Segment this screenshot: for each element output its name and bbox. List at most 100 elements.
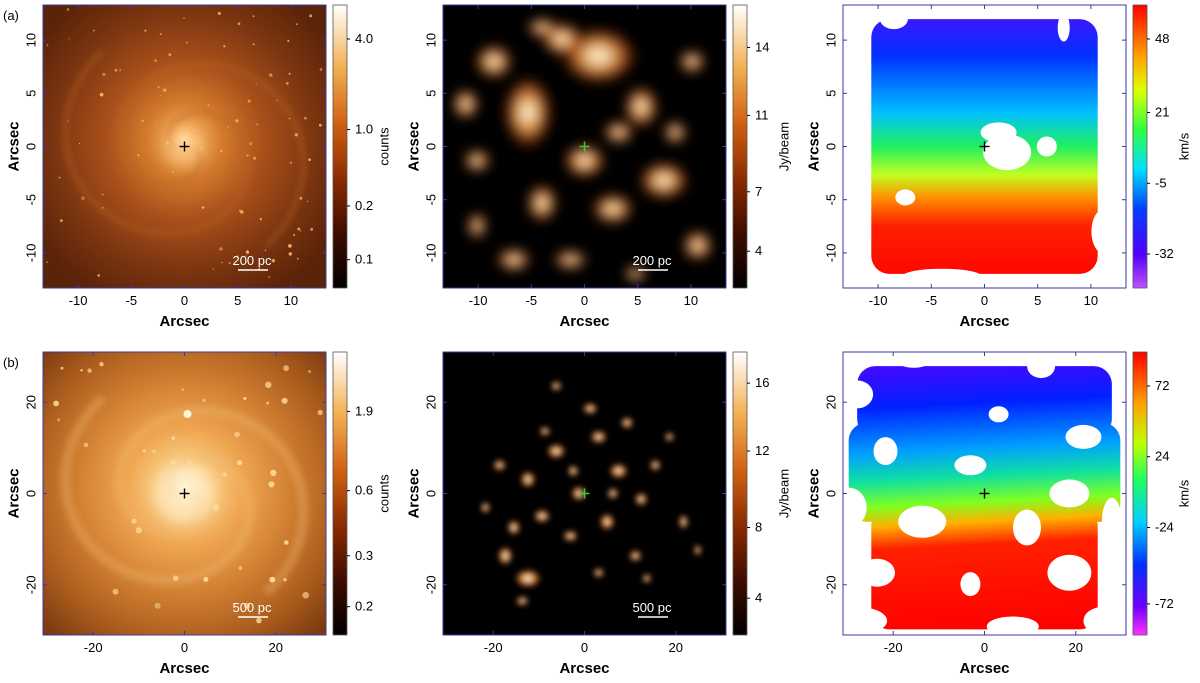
star-point [308, 370, 311, 373]
emission-clump [526, 17, 558, 38]
x-tick-label: -5 [526, 293, 538, 308]
colorbar [1132, 351, 1148, 636]
y-tick-label: -5 [824, 194, 839, 206]
star-point [58, 176, 61, 179]
star-point [220, 149, 223, 153]
emission-clump [649, 459, 662, 472]
colorbar-tick-label: 72 [1155, 378, 1169, 393]
y-tick-label: -20 [24, 575, 39, 594]
x-tick-label: 5 [234, 293, 241, 308]
row-label: (b) [3, 355, 19, 370]
emission-clump [599, 512, 616, 531]
panel-intensity: -10 -5 0 5 10 10 5 0 -5 -10 Arcsec Arcsec 200 pc 14 11… [406, 4, 792, 330]
x-tick-label: 20 [269, 640, 283, 655]
no-data-region [1049, 479, 1090, 508]
x-tick-label: -10 [869, 293, 888, 308]
row-label: (a) [3, 8, 19, 23]
star-point [287, 39, 290, 42]
star-point [310, 227, 314, 231]
x-tick-label: -20 [84, 640, 103, 655]
emission-clumps [480, 381, 702, 606]
star-point [201, 206, 205, 209]
y-tick-label: 5 [424, 90, 439, 97]
star-point [289, 161, 292, 164]
no-data-region [843, 606, 888, 635]
star-point [238, 566, 243, 571]
star-point [288, 72, 291, 75]
star-point [246, 154, 249, 157]
colorbar-tick-label: -24 [1155, 519, 1174, 534]
x-tick-label: 20 [669, 640, 683, 655]
emission-clump [623, 265, 648, 282]
emission-clump [506, 519, 521, 536]
star-point [296, 257, 299, 260]
star-point [181, 388, 185, 391]
star-point [154, 59, 157, 62]
emission-clump [567, 464, 580, 477]
colorbar-tick-label: 4.0 [355, 31, 373, 46]
panel-optical: -20 0 20 20 0 -20 Arcsec Arcsec 500 pc 1.9 0.6 0.3 0… [6, 351, 392, 677]
star-point [288, 244, 292, 248]
star-point [67, 120, 70, 122]
emission-clump [634, 492, 649, 507]
colorbar-tick-label: 7 [755, 184, 762, 199]
emission-clump [473, 43, 514, 80]
colorbar-label: km/s [1177, 132, 1192, 160]
star-point [81, 196, 85, 200]
no-data-region [1036, 136, 1057, 157]
no-data-region [931, 5, 992, 19]
star-point [268, 73, 273, 77]
x-tick-label: -5 [126, 293, 138, 308]
star-point [288, 117, 291, 120]
emission-clump [589, 429, 608, 444]
star-point [172, 575, 179, 581]
colorbar-tick-label: 0.3 [355, 548, 373, 563]
star-point [101, 206, 104, 209]
x-tick-label: 0 [981, 293, 988, 308]
star-point [114, 69, 118, 72]
emission-clump [550, 381, 563, 391]
colorbar-label: counts [377, 474, 392, 513]
y-tick-label: 5 [824, 90, 839, 97]
star-point [228, 262, 231, 265]
star-point [283, 365, 289, 372]
star-point [87, 368, 92, 373]
colorbar-tick-label: 12 [755, 443, 769, 458]
colorbar [332, 4, 348, 289]
emission-clump [641, 573, 652, 584]
star-point [281, 397, 288, 404]
emission-clump [492, 459, 507, 472]
star-point [268, 481, 275, 488]
y-tick-label: -5 [24, 194, 39, 206]
panel-image [43, 5, 326, 288]
no-data-region [873, 437, 898, 466]
panel-velocity: -20 0 20 20 0 -20 Arcsec Arcsec 72 24 -24 -72 km/s [806, 351, 1192, 677]
star-point [234, 431, 240, 438]
scale-bar-label: 500 pc [232, 600, 272, 615]
y-tick-label: -10 [424, 243, 439, 262]
colorbar-tick-label: 0.6 [355, 483, 373, 498]
colorbar-tick-label: 8 [755, 519, 762, 534]
emission-clump [678, 49, 706, 74]
colorbar-tick-label: 0.1 [355, 252, 373, 267]
x-tick-label: 5 [634, 293, 641, 308]
scale-bar-label: 500 pc [632, 600, 672, 615]
x-tick-label: -20 [884, 640, 903, 655]
y-tick-label: 10 [24, 33, 39, 47]
star-point [160, 94, 162, 97]
star-point [186, 41, 188, 44]
star-point [168, 53, 172, 57]
no-data-region [960, 572, 981, 597]
scale-bar-label: 200 pc [232, 253, 272, 268]
star-point [256, 123, 259, 126]
no-data-region [847, 116, 868, 177]
star-point [269, 576, 276, 583]
emission-clump [602, 120, 635, 145]
colorbar-tick-label: 14 [755, 39, 769, 54]
no-data-region [843, 239, 863, 280]
star-point [284, 540, 289, 545]
star-point [144, 29, 147, 32]
x-tick-label: 0 [181, 640, 188, 655]
x-tick-label: 10 [284, 293, 298, 308]
